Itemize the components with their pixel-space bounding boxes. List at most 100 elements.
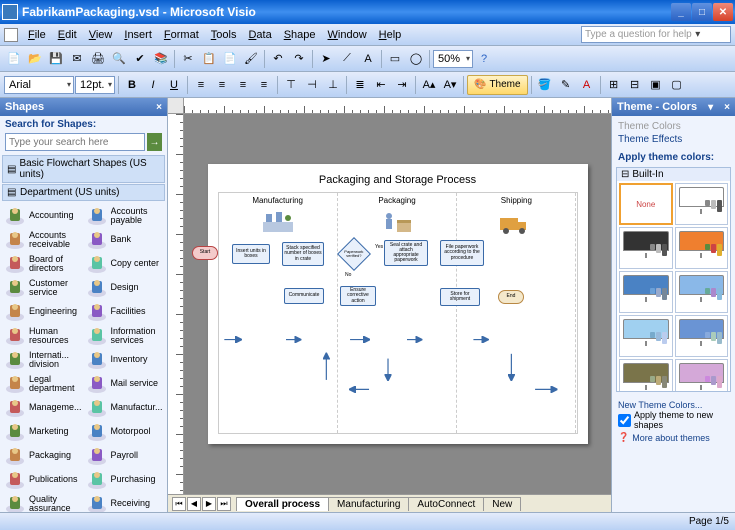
more-themes-link[interactable]: ❓ More about themes <box>618 432 729 443</box>
group-button[interactable]: ⊞ <box>604 75 624 95</box>
shape-item[interactable]: Accounts payable <box>84 204 166 228</box>
sheet-tab[interactable]: Overall process <box>236 497 329 511</box>
new-theme-colors-link[interactable]: New Theme Colors... <box>618 400 729 410</box>
apply-new-shapes-checkbox[interactable]: Apply theme to new shapes <box>618 410 729 430</box>
theme-swatch[interactable] <box>619 359 673 391</box>
shape-item[interactable]: Mail service <box>84 372 166 396</box>
fc-node[interactable]: Communicate <box>284 288 324 304</box>
shapes-search-go[interactable]: → <box>147 133 162 151</box>
shape-item[interactable]: Accounts receivable <box>2 228 84 252</box>
shapes-search-input[interactable] <box>5 133 145 151</box>
preview-button[interactable]: 🔍 <box>109 49 129 69</box>
shape-item[interactable]: Inventory <box>84 348 166 372</box>
underline-button[interactable]: U <box>164 75 184 95</box>
increase-font-button[interactable]: A▴ <box>419 75 439 95</box>
help-dropdown-icon[interactable]: ▾ <box>692 29 704 40</box>
theme-swatch[interactable] <box>675 271 729 313</box>
theme-group-header[interactable]: ⊟ Built-In <box>617 168 730 181</box>
sheet-tab[interactable]: AutoConnect <box>408 497 484 511</box>
stencil-bar[interactable]: ▤Department (US units) <box>2 184 165 201</box>
fc-node[interactable]: Stack specified number of boxes in crate <box>282 242 324 266</box>
print-button[interactable]: 🖨 <box>88 49 108 69</box>
shape-item[interactable]: Facilities <box>84 300 166 324</box>
shape-item[interactable]: Accounting <box>2 204 84 228</box>
shape-item[interactable]: Information services <box>84 324 166 348</box>
save-button[interactable]: 💾 <box>46 49 66 69</box>
shapes-close-icon[interactable]: × <box>156 102 162 113</box>
theme-swatch[interactable] <box>675 359 729 391</box>
shape-item[interactable]: Marketing <box>2 420 84 444</box>
spell-button[interactable]: ✔ <box>130 49 150 69</box>
menu-tools[interactable]: Tools <box>205 27 243 43</box>
close-button[interactable]: ✕ <box>713 3 733 21</box>
menu-view[interactable]: View <box>83 27 119 43</box>
decrease-indent-button[interactable]: ⇤ <box>371 75 391 95</box>
fc-node[interactable]: File paperwork according to the procedur… <box>440 240 484 266</box>
shape-item[interactable]: Bank <box>84 228 166 252</box>
help-search[interactable]: Type a question for help ▾ <box>581 26 731 43</box>
mail-button[interactable]: ✉ <box>67 49 87 69</box>
align-bottom-button[interactable]: ⊥ <box>323 75 343 95</box>
shape-item[interactable]: Publications <box>2 468 84 492</box>
page[interactable]: Packaging and Storage Process Manufactur… <box>208 164 588 444</box>
shape-item[interactable]: Motorpool <box>84 420 166 444</box>
shape-item[interactable]: Human resources <box>2 324 84 348</box>
theme-swatch[interactable] <box>619 271 673 313</box>
new-button[interactable]: 📄 <box>4 49 24 69</box>
text-button[interactable]: A <box>358 49 378 69</box>
maximize-button[interactable]: □ <box>692 3 712 21</box>
cut-button[interactable]: ✂ <box>178 49 198 69</box>
align-top-button[interactable]: ⊤ <box>281 75 301 95</box>
ellipse-button[interactable]: ◯ <box>406 49 426 69</box>
shape-item[interactable]: Engineering <box>2 300 84 324</box>
shape-item[interactable]: Receiving <box>84 492 166 512</box>
fc-node[interactable]: Seal crate and attach appropriate paperw… <box>384 240 428 266</box>
line-color-button[interactable]: ✎ <box>556 75 576 95</box>
shape-item[interactable]: Purchasing <box>84 468 166 492</box>
menu-format[interactable]: Format <box>158 27 205 43</box>
align-right-button[interactable]: ≡ <box>233 75 253 95</box>
tab-last[interactable]: ⏭ <box>217 497 231 511</box>
shape-item[interactable]: Packaging <box>2 444 84 468</box>
front-button[interactable]: ▣ <box>646 75 666 95</box>
menu-file[interactable]: File <box>22 27 52 43</box>
menu-insert[interactable]: Insert <box>118 27 158 43</box>
pointer-button[interactable]: ➤ <box>316 49 336 69</box>
menu-edit[interactable]: Edit <box>52 27 83 43</box>
theme-swatch[interactable] <box>675 315 729 357</box>
shape-item[interactable]: Manufactur... <box>84 396 166 420</box>
fc-node[interactable]: Ensure corrective action <box>340 286 376 306</box>
shape-item[interactable]: Customer service <box>2 276 84 300</box>
font-color-button[interactable]: A <box>577 75 597 95</box>
fc-node[interactable]: Insert units in boxes <box>232 244 270 264</box>
align-center-button[interactable]: ≡ <box>212 75 232 95</box>
shape-item[interactable]: Board of directors <box>2 252 84 276</box>
fill-color-button[interactable]: 🪣 <box>535 75 555 95</box>
bold-button[interactable]: B <box>122 75 142 95</box>
menu-help[interactable]: Help <box>373 27 408 43</box>
zoom-combo[interactable]: 50% <box>433 50 473 68</box>
open-button[interactable]: 📂 <box>25 49 45 69</box>
help-button[interactable]: ? <box>474 49 494 69</box>
fc-end[interactable]: End <box>498 290 524 304</box>
theme-dropdown-icon[interactable]: ▾ <box>708 102 713 113</box>
research-button[interactable]: 📚 <box>151 49 171 69</box>
shape-item[interactable]: Quality assurance <box>2 492 84 512</box>
theme-button[interactable]: 🎨 Theme <box>467 75 528 95</box>
bullets-button[interactable]: ≣ <box>350 75 370 95</box>
format-painter-button[interactable]: 🖌 <box>241 49 261 69</box>
shape-item[interactable]: Legal department <box>2 372 84 396</box>
drawing-area[interactable]: Packaging and Storage Process Manufactur… <box>184 114 611 494</box>
undo-button[interactable]: ↶ <box>268 49 288 69</box>
menu-shape[interactable]: Shape <box>278 27 322 43</box>
shape-item[interactable]: Manageme... <box>2 396 84 420</box>
align-middle-button[interactable]: ⊣ <box>302 75 322 95</box>
align-justify-button[interactable]: ≡ <box>254 75 274 95</box>
tab-prev[interactable]: ◀ <box>187 497 201 511</box>
fc-node[interactable]: Store for shipment <box>440 288 480 306</box>
theme-swatch-none[interactable]: None <box>619 183 673 225</box>
redo-button[interactable]: ↷ <box>289 49 309 69</box>
shape-item[interactable]: Internati... division <box>2 348 84 372</box>
theme-effects-link[interactable]: Theme Effects <box>618 133 729 146</box>
back-button[interactable]: ▢ <box>667 75 687 95</box>
